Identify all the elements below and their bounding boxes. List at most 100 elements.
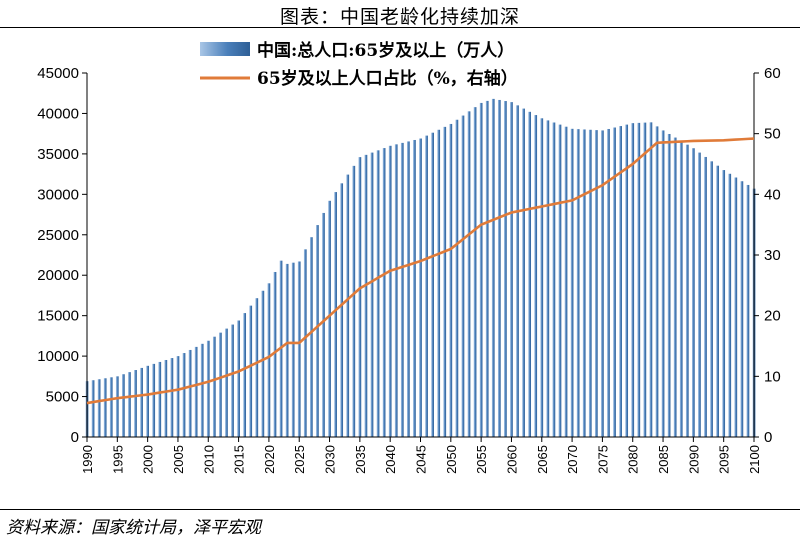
- bar-2027: [309, 237, 313, 437]
- y-left-tick-label: 35000: [37, 146, 79, 163]
- y-right-tick-label: 20: [764, 308, 781, 325]
- x-tick-label: 2080: [626, 445, 641, 474]
- bar-2037: [370, 152, 374, 437]
- bar-2067: [552, 122, 556, 437]
- bar-2080: [631, 123, 635, 438]
- bar-2013: [225, 328, 228, 437]
- bar-2056: [485, 100, 489, 437]
- bar-2012: [219, 332, 222, 437]
- y-left-tick-label: 25000: [37, 227, 79, 244]
- x-tick-label: 2050: [444, 445, 459, 474]
- x-tick-label: 2025: [292, 445, 307, 474]
- bar-2016: [243, 313, 247, 437]
- bar-2034: [352, 165, 356, 438]
- bar-2091: [698, 152, 701, 437]
- x-tick-label: 1990: [80, 445, 95, 474]
- bar-2060: [510, 102, 513, 438]
- bar-2099: [746, 184, 750, 437]
- x-tick-label: 2095: [717, 445, 732, 474]
- bar-2032: [340, 183, 344, 437]
- bar-2041: [394, 144, 398, 437]
- y-right-tick-label: 30: [764, 247, 781, 264]
- bar-2055: [479, 102, 483, 438]
- bar-2006: [182, 353, 186, 437]
- x-tick-label: 2020: [262, 445, 277, 474]
- bar-2028: [316, 225, 319, 437]
- bar-2019: [261, 290, 265, 437]
- x-tick-label: 2070: [565, 445, 580, 474]
- line-series-group: [86, 137, 755, 405]
- legend-bar-label: 中国:总人口:65岁及以上（万人）: [257, 40, 514, 61]
- bar-2070: [570, 128, 574, 437]
- x-tick-label: 2045: [414, 445, 429, 474]
- bar-2026: [303, 249, 307, 437]
- y-right-tick-label: 40: [764, 186, 781, 203]
- legend: 中国:总人口:65岁及以上（万人） 65岁及以上人口占比（%，右轴）: [200, 40, 518, 89]
- bar-2048: [437, 129, 441, 437]
- bar-2052: [461, 115, 465, 438]
- x-tick-label: 2055: [474, 445, 489, 474]
- x-tick-label: 2015: [232, 445, 247, 474]
- bar-2090: [692, 148, 695, 438]
- x-tick-label: 2065: [535, 445, 550, 474]
- bar-2083: [649, 122, 653, 437]
- bar-2042: [400, 142, 404, 437]
- y-left-tick-label: 30000: [37, 186, 79, 203]
- bar-2025: [297, 261, 301, 437]
- bar-2015: [237, 320, 240, 437]
- y-left-tick-label: 15000: [37, 308, 79, 325]
- bar-2073: [588, 129, 592, 437]
- x-tick-label: 2090: [686, 445, 701, 474]
- bar-2096: [728, 173, 732, 438]
- bar-2031: [334, 192, 337, 437]
- x-tick-label: 2000: [141, 445, 156, 474]
- bar-2003: [164, 359, 168, 437]
- bar-1996: [122, 374, 125, 437]
- bar-2071: [576, 129, 580, 437]
- source-note: 资料来源：国家统计局，泽平宏观: [6, 518, 261, 538]
- bar-2047: [431, 132, 434, 437]
- bar-2094: [716, 165, 719, 437]
- bar-2075: [601, 130, 604, 437]
- bar-2044: [413, 139, 416, 438]
- bar-2059: [504, 101, 507, 437]
- bar-2078: [619, 126, 622, 437]
- bar-2018: [255, 298, 259, 437]
- y-left-tick-label: 45000: [37, 65, 79, 82]
- bar-2062: [522, 108, 525, 437]
- bar-1991: [91, 380, 95, 437]
- y-right-tick-label: 0: [764, 429, 772, 446]
- y-right-tick-label: 10: [764, 368, 781, 385]
- bar-2038: [376, 150, 380, 437]
- bar-2024: [291, 262, 295, 437]
- bar-2054: [473, 107, 477, 437]
- bar-2098: [740, 181, 744, 437]
- x-tick-label: 2040: [383, 445, 398, 474]
- bar-2010: [206, 340, 210, 437]
- bar-2086: [667, 133, 671, 438]
- legend-bar-swatch: [200, 42, 250, 56]
- bar-2011: [212, 336, 216, 437]
- bar-2076: [607, 128, 610, 438]
- x-tick-label: 2030: [323, 445, 338, 474]
- bar-1992: [97, 379, 101, 437]
- y-right-tick-label: 50: [764, 126, 781, 143]
- bar-2009: [200, 343, 204, 437]
- bar-2005: [176, 356, 180, 437]
- bar-2066: [546, 120, 550, 438]
- title-divider: [0, 27, 800, 28]
- bar-2097: [734, 177, 738, 437]
- bar-2081: [637, 122, 641, 437]
- bar-2014: [231, 324, 234, 437]
- legend-line-label: 65岁及以上人口占比（%，右轴）: [257, 68, 518, 89]
- x-tick-label: 2075: [595, 445, 610, 474]
- line-series-65-share: [86, 137, 755, 405]
- y-left-tick-label: 5000: [46, 389, 79, 406]
- y-left-tick-label: 20000: [37, 267, 79, 284]
- bar-1998: [134, 370, 137, 437]
- bar-2069: [564, 126, 568, 438]
- bar-2020: [267, 283, 271, 437]
- x-tick-label: 2085: [656, 445, 671, 474]
- bar-2023: [285, 263, 289, 437]
- bar-2045: [419, 138, 422, 437]
